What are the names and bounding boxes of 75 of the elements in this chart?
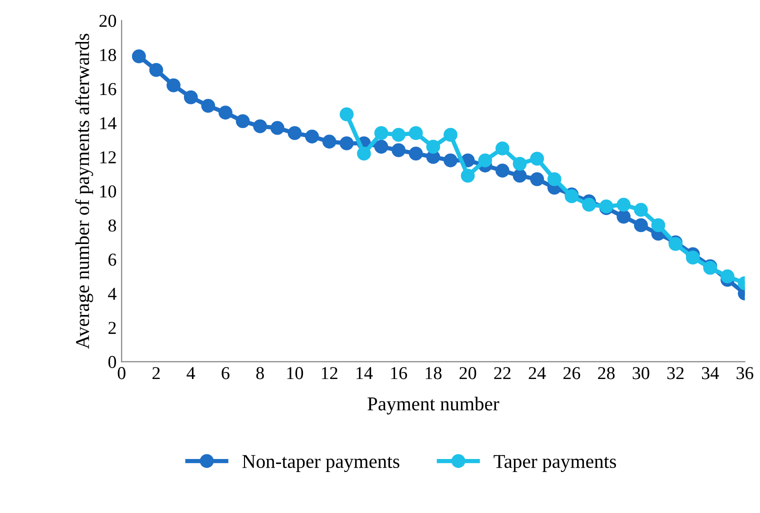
x-tick-label: 2 (152, 367, 160, 380)
x-tick-label: 28 (598, 367, 615, 380)
point (340, 136, 354, 150)
y-tick-label: 14 (100, 117, 116, 130)
x-tick-label: 22 (494, 367, 510, 380)
x-tick-label: 24 (528, 367, 546, 380)
point (634, 202, 648, 217)
point (496, 164, 510, 178)
x-tick-label: 26 (563, 367, 580, 380)
legend-label: Taper payments (494, 455, 616, 472)
x-tick-label: 32 (667, 367, 684, 380)
point (149, 63, 164, 77)
y-tick-label: 4 (108, 288, 116, 300)
point (444, 128, 458, 142)
x-tick-label: 30 (632, 367, 650, 380)
point (357, 146, 371, 161)
point (392, 143, 406, 158)
point (530, 172, 544, 186)
x-tick-label: 16 (391, 367, 408, 380)
point (582, 198, 596, 212)
point (460, 168, 475, 183)
point (218, 106, 232, 120)
point (201, 98, 216, 113)
x-tick-label: 36 (736, 367, 754, 380)
point (530, 152, 544, 166)
y-tick-label: 8 (108, 219, 116, 232)
y-tick-label: 0 (108, 356, 116, 368)
y-axis-title: Average number of payments afterwards (75, 34, 94, 349)
point (496, 142, 510, 156)
legend-label: Non-taper payments (242, 455, 400, 472)
y-tick-label: 16 (100, 83, 116, 96)
point (374, 140, 388, 154)
y-tick-label: 12 (100, 151, 116, 164)
x-tick-label: 10 (287, 367, 304, 380)
point (651, 218, 666, 232)
x-tick-label: 34 (702, 367, 719, 380)
point (392, 128, 406, 142)
x-tick-label: 6 (222, 367, 230, 380)
point (444, 153, 458, 168)
point (253, 119, 268, 134)
point (408, 126, 423, 140)
y-tick-label: 18 (100, 48, 116, 62)
x-tick-label: 12 (322, 367, 338, 380)
point (686, 250, 700, 265)
point (547, 172, 562, 186)
point (322, 134, 336, 149)
x-axis-title: Payment number (368, 396, 500, 414)
point (132, 49, 146, 64)
point (426, 140, 440, 154)
point (408, 146, 423, 161)
y-tick-label: 20 (99, 14, 116, 27)
point (512, 156, 527, 171)
point (616, 210, 631, 224)
point (166, 78, 180, 92)
point (184, 90, 198, 104)
point (374, 126, 388, 140)
x-tick-label: 20 (460, 367, 476, 380)
point (270, 121, 284, 135)
point (236, 114, 250, 128)
x-tick-label: 14 (356, 367, 373, 380)
point (478, 153, 492, 168)
point (616, 198, 631, 212)
point (512, 168, 527, 183)
x-tick-label: 0 (118, 367, 126, 380)
point (720, 269, 734, 284)
y-tick-label: 2 (108, 322, 116, 334)
x-tick-label: 8 (256, 367, 264, 380)
y-tick-label: 10 (100, 185, 116, 198)
x-tick-label: 18 (426, 367, 442, 380)
point (288, 126, 302, 140)
point (340, 107, 354, 122)
point (634, 218, 648, 232)
x-tick-label: 4 (186, 367, 196, 380)
point (305, 130, 319, 144)
y-tick-label: 6 (108, 254, 116, 266)
